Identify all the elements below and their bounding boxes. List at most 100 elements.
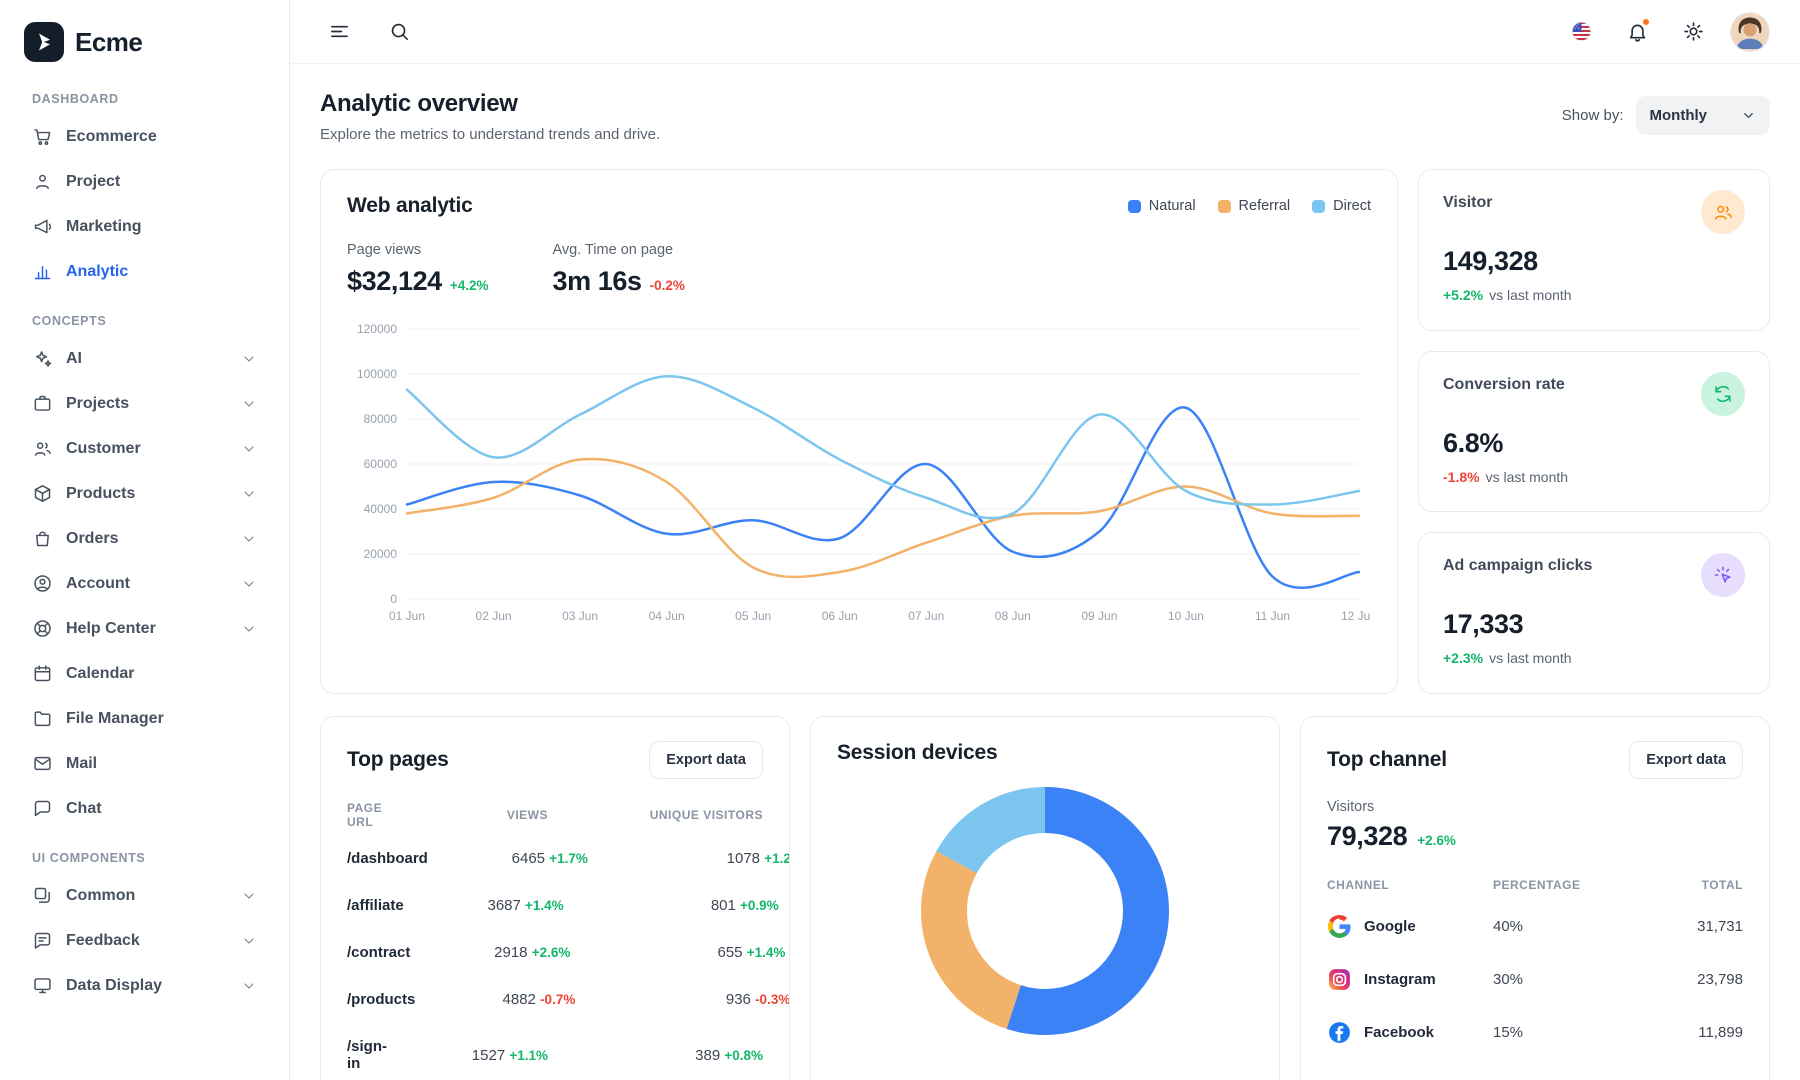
sidebar-item-label: Feedback — [66, 931, 140, 949]
svg-text:09 Jun: 09 Jun — [1081, 609, 1117, 623]
sidebar-item[interactable]: Data Display — [20, 963, 269, 1008]
show-by-value: Monthly — [1649, 107, 1708, 124]
main-area: Analytic overview Explore the metrics to… — [290, 0, 1800, 1080]
stat-value: 6.8% — [1443, 427, 1503, 458]
channel-name: Instagram — [1364, 971, 1436, 988]
visitors-label: Visitors — [1327, 799, 1375, 815]
stat-note: +2.3% vs last month — [1443, 650, 1745, 666]
sidebar-item[interactable]: Products — [20, 471, 269, 516]
sidebar-items-ui: Common Feedback Data Display — [20, 873, 269, 1008]
top-channel-card: Top channel Export data Visitors 79,328 … — [1300, 716, 1770, 1080]
stat-card-head: Visitor — [1443, 190, 1745, 234]
page-url-cell: /dashboard — [347, 850, 428, 867]
stat-note: -1.8% vs last month — [1443, 469, 1745, 485]
sidebar: Ecme DASHBOARD Ecommerce Project — [0, 0, 290, 1080]
column-header-total: TOTAL — [1701, 878, 1743, 892]
column-header-percentage: PERCENTAGE — [1493, 878, 1581, 892]
sidebar-item[interactable]: Account — [20, 561, 269, 606]
metric-label: Page views — [347, 242, 422, 258]
sidebar-item[interactable]: Mail — [20, 741, 269, 786]
web-analytic-head: Web analytic Natural — [347, 194, 1371, 218]
total-cell: 31,731 — [1697, 918, 1743, 935]
show-by-control: Show by: Monthly — [1562, 96, 1770, 135]
visitors-delta: +0.8% — [724, 1047, 763, 1063]
visitors-value: 936 — [725, 991, 751, 1008]
total-cell: 23,798 — [1697, 971, 1743, 988]
svg-text:0: 0 — [390, 592, 397, 606]
svg-text:60000: 60000 — [364, 457, 398, 471]
bottom-grid: Top pages Export data PAGE URL VIEWS UNI… — [320, 716, 1770, 1080]
web-analytic-card: Web analytic Natural — [320, 169, 1398, 694]
sidebar-item[interactable]: Marketing — [20, 204, 269, 249]
visitors-delta: +1.4% — [746, 945, 786, 960]
stat-icon — [1712, 564, 1734, 586]
sidebar-item-label: AI — [66, 349, 82, 367]
views-cell: 4882 -0.7% — [415, 991, 576, 1008]
notifications-button[interactable] — [1618, 13, 1656, 51]
metric-value: 3m 16s — [552, 266, 642, 296]
stat-delta: +5.2% — [1443, 287, 1484, 303]
stat-icon-badge — [1701, 553, 1745, 598]
svg-text:120000: 120000 — [357, 322, 397, 336]
stat-icon-badge — [1701, 371, 1745, 416]
sidebar-item-label: Customer — [66, 439, 141, 457]
sidebar-item[interactable]: Common — [20, 873, 269, 918]
brand-name: Ecme — [75, 26, 143, 57]
svg-text:20000: 20000 — [364, 547, 398, 561]
total-cell: 11,899 — [1698, 1024, 1743, 1041]
language-selector[interactable] — [1562, 13, 1600, 51]
sidebar-item-icon — [32, 708, 53, 729]
sidebar-item[interactable]: Chat — [20, 786, 269, 831]
sidebar-item[interactable]: Orders — [20, 516, 269, 561]
menu-toggle-button[interactable] — [320, 13, 358, 51]
sidebar-item[interactable]: Analytic — [20, 249, 269, 294]
svg-text:100000: 100000 — [357, 367, 397, 381]
chevron-down-icon — [241, 531, 257, 547]
search-button[interactable] — [380, 13, 418, 51]
views-cell: 2918 +2.6% — [410, 944, 570, 961]
stat-value: 17,333 — [1443, 609, 1524, 640]
export-data-button[interactable]: Export data — [649, 741, 763, 779]
page-url-cell: /products — [347, 991, 416, 1008]
export-data-button[interactable]: Export data — [1629, 741, 1743, 779]
stat-title: Conversion rate — [1443, 375, 1565, 393]
sidebar-item-label: Data Display — [66, 976, 163, 994]
topbar-right — [1562, 11, 1770, 52]
sidebar-item-label: Products — [66, 484, 136, 502]
sidebar-item[interactable]: Feedback — [20, 918, 269, 963]
sidebar-item[interactable]: AI — [20, 336, 269, 381]
table-row: /contract 2918 +2.6% 655 +1.4% — [347, 929, 785, 976]
sidebar-item[interactable]: Calendar — [20, 651, 269, 696]
sidebar-item[interactable]: Help Center — [20, 606, 269, 651]
sidebar-section-title: UI COMPONENTS — [32, 851, 146, 865]
visitors-delta: +0.9% — [740, 898, 779, 913]
sidebar-item[interactable]: Ecommerce — [20, 114, 269, 159]
session-devices-donut-chart — [921, 787, 1169, 1035]
percentage-cell: 40% — [1493, 918, 1524, 935]
sidebar-item[interactable]: File Manager — [20, 696, 269, 741]
sidebar-item[interactable]: Customer — [20, 426, 269, 471]
sidebar-item-icon — [32, 975, 53, 996]
page-title: Analytic overview — [320, 90, 518, 117]
page-url-cell: /contract — [347, 944, 411, 961]
sidebar-item[interactable]: Projects — [20, 381, 269, 426]
views-value: 4882 — [502, 991, 536, 1008]
stat-cards-column: Visitor 149,328 +5.2% vs last month — [1418, 169, 1770, 695]
legend-item: Referral — [1217, 198, 1290, 214]
metric: Avg. Time on page 3m 16s -0.2% — [552, 242, 684, 297]
stat-note-text: vs last month — [1489, 287, 1572, 303]
settings-button[interactable] — [1674, 13, 1712, 51]
brand-logo[interactable]: Ecme — [20, 16, 269, 72]
metric-value: $32,124 — [347, 266, 442, 296]
legend-item: Natural — [1127, 198, 1196, 214]
stat-card-head: Conversion rate — [1443, 371, 1745, 416]
sidebar-item[interactable]: Project — [20, 159, 269, 204]
top-pages-table-header: PAGE URL VIEWS UNIQUE VISITORS — [347, 801, 763, 835]
session-devices-head: Session devices — [837, 741, 1253, 765]
show-by-select[interactable]: Monthly — [1635, 96, 1770, 135]
visitors-value: 655 — [717, 944, 743, 961]
avatar[interactable] — [1730, 11, 1770, 52]
sidebar-item-icon — [32, 393, 53, 414]
top-channel-head: Top channel Export data — [1327, 741, 1743, 779]
chevron-down-icon — [241, 933, 257, 949]
